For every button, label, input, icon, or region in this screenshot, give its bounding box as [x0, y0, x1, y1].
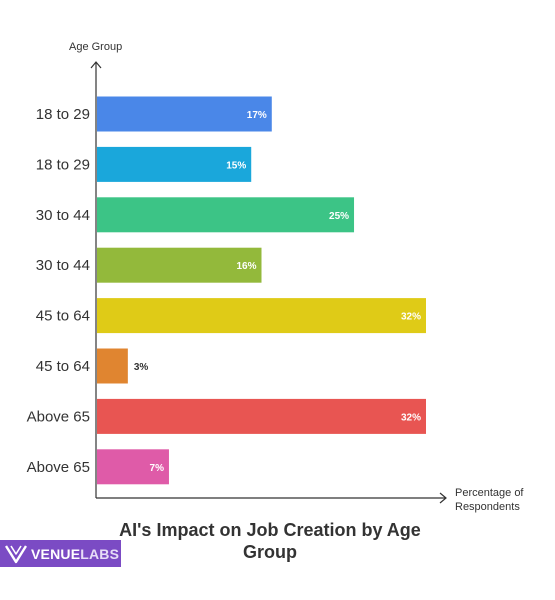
- category-tick-label: 30 to 44: [36, 207, 90, 224]
- chart-title-line-1: AI's Impact on Job Creation by Age: [119, 520, 421, 540]
- bar: [97, 348, 128, 384]
- value-label: 25%: [329, 211, 349, 222]
- y-axis-label: Age Group: [69, 41, 122, 53]
- chart-title-line-2: Group: [243, 542, 297, 562]
- category-tick-label: Above 65: [27, 459, 90, 476]
- bar: [97, 398, 426, 434]
- bar: [97, 96, 272, 132]
- value-label: 15%: [226, 160, 246, 171]
- bar: [97, 247, 262, 283]
- x-axis-arrow: [439, 492, 447, 504]
- v-logo-icon: [5, 544, 27, 563]
- category-tick-label: 30 to 44: [36, 257, 90, 274]
- category-tick-label: 18 to 29: [36, 106, 90, 123]
- value-label: 3%: [134, 362, 149, 373]
- category-tick-label: 18 to 29: [36, 156, 90, 173]
- bar: [97, 298, 426, 334]
- bar: [97, 449, 169, 485]
- category-tick-labels: 18 to 29 18 to 29 30 to 44 30 to 44 45 to 64…: [27, 106, 90, 476]
- value-label: 16%: [236, 261, 256, 272]
- bar: [97, 146, 252, 182]
- value-label: 32%: [401, 412, 421, 423]
- value-labels: 17% 15% 25% 16% 32% 3% 32% 7%: [134, 110, 421, 474]
- value-label: 7%: [150, 463, 165, 474]
- bars: [97, 96, 426, 485]
- venuelabs-logo: VENUELABS: [0, 540, 121, 567]
- category-tick-label: Above 65: [27, 408, 90, 425]
- x-axis-label-line-1: Percentage of: [455, 487, 524, 499]
- logo-text: VENUELABS: [31, 545, 120, 562]
- x-axis-label-line-2: Respondents: [455, 501, 520, 513]
- category-tick-label: 45 to 64: [36, 308, 90, 325]
- value-label: 17%: [247, 110, 267, 121]
- category-tick-label: 45 to 64: [36, 358, 90, 375]
- bar: [97, 197, 355, 233]
- y-axis-arrow: [90, 61, 102, 69]
- value-label: 32%: [401, 312, 421, 323]
- chart-axes: [90, 61, 447, 504]
